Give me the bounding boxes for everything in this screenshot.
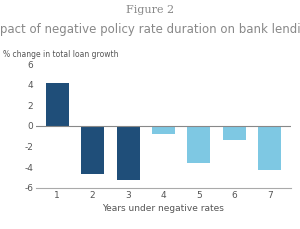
Bar [188,126,210,163]
Bar [258,126,281,170]
Text: Impact of negative policy rate duration on bank lending: Impact of negative policy rate duration … [0,23,300,36]
Bar [223,126,246,140]
Text: Figure 2: Figure 2 [126,5,174,15]
Bar [81,126,104,174]
Bar [117,126,140,180]
Bar [46,83,69,126]
Bar [152,126,175,134]
Text: % change in total loan growth: % change in total loan growth [3,50,118,59]
X-axis label: Years under negative rates: Years under negative rates [103,204,224,213]
